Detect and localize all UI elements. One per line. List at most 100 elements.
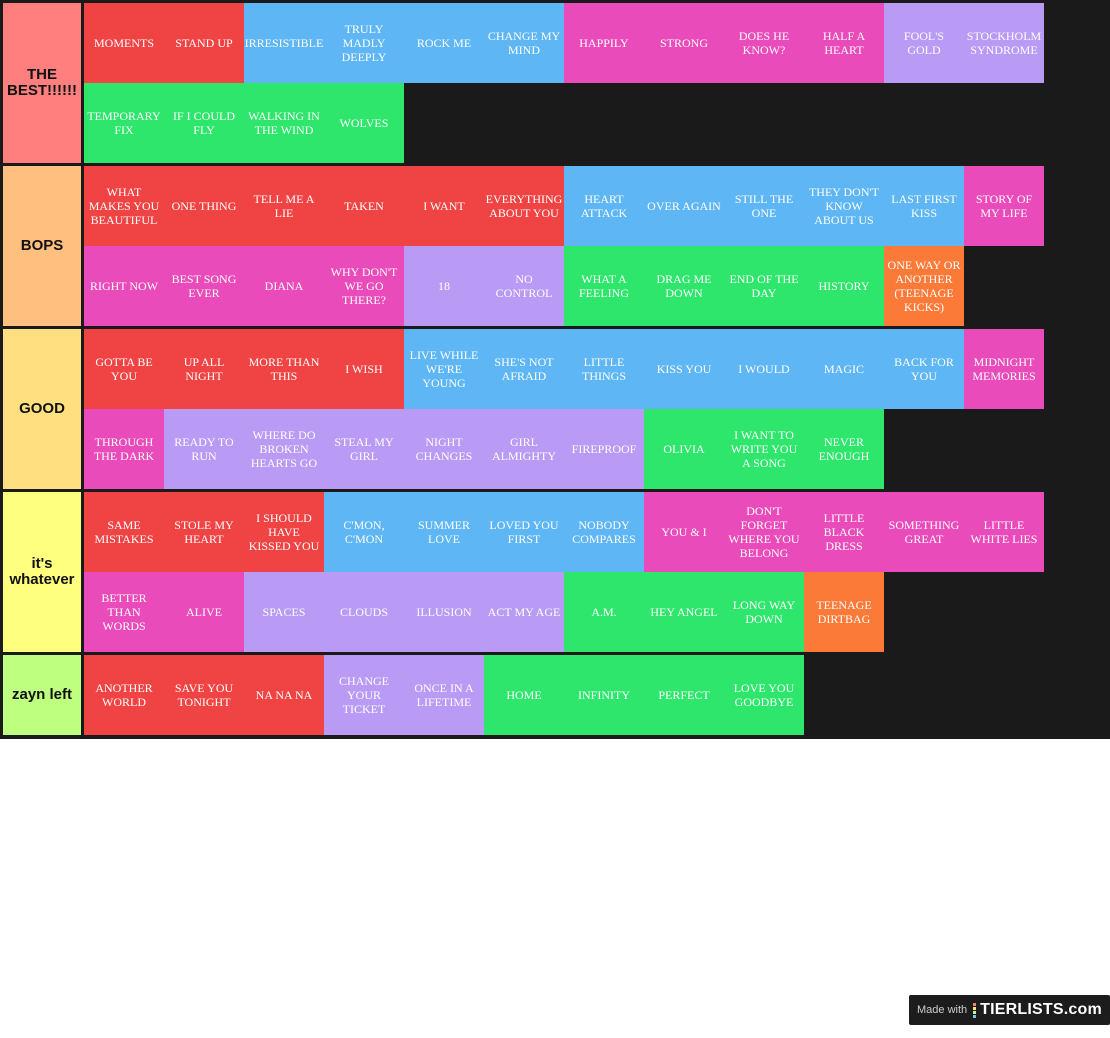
song-tile[interactable]: I WISH [324,329,404,409]
song-tile[interactable]: HEY ANGEL [644,572,724,652]
song-tile[interactable]: MOMENTS [84,3,164,83]
song-tile[interactable]: NO CONTROL [484,246,564,326]
song-tile[interactable]: STORY OF MY LIFE [964,166,1044,246]
tier-items[interactable]: ANOTHER WORLD SAVE YOU TONIGHT NA NA NA CHA… [84,655,1107,735]
song-tile[interactable]: MAGIC [804,329,884,409]
song-tile[interactable]: WHAT A FEELING [564,246,644,326]
made-with-badge[interactable]: Made with TIERLISTS.com [909,995,1110,1025]
song-tile[interactable]: NA NA NA [244,655,324,735]
song-tile[interactable]: KISS YOU [644,329,724,409]
song-tile[interactable]: ALIVE [164,572,244,652]
song-tile[interactable]: PERFECT [644,655,724,735]
song-tile[interactable]: 18 [404,246,484,326]
song-tile[interactable]: SPACES [244,572,324,652]
song-tile[interactable]: SHE'S NOT AFRAID [484,329,564,409]
song-tile[interactable]: ACT MY AGE [484,572,564,652]
tier-label[interactable]: it's whatever [3,492,81,652]
song-tile[interactable]: ONE WAY OR ANOTHER (TEENAGE KICKS) [884,246,964,326]
song-tile[interactable]: BETTER THAN WORDS [84,572,164,652]
song-tile[interactable]: GOTTA BE YOU [84,329,164,409]
song-tile[interactable]: I WANT [404,166,484,246]
tier-items[interactable]: SAME MISTAKES STOLE MY HEART I SHOULD HAVE… [84,492,1107,652]
song-tile[interactable]: END OF THE DAY [724,246,804,326]
song-tile[interactable]: STRONG [644,3,724,83]
song-tile[interactable]: LITTLE THINGS [564,329,644,409]
song-tile[interactable]: NEVER ENOUGH [804,409,884,489]
song-tile[interactable]: LAST FIRST KISS [884,166,964,246]
tier-label[interactable]: THE BEST!!!!!! [3,3,81,163]
song-tile[interactable]: YOU & I [644,492,724,572]
tier-items[interactable]: WHAT MAKES YOU BEAUTIFUL ONE THING TELL ME… [84,166,1107,326]
song-tile[interactable]: LITTLE WHITE LIES [964,492,1044,572]
song-tile[interactable]: BEST SONG EVER [164,246,244,326]
song-tile[interactable]: ROCK ME [404,3,484,83]
song-tile[interactable]: WHAT MAKES YOU BEAUTIFUL [84,166,164,246]
tier-label[interactable]: GOOD [3,329,81,489]
song-tile[interactable]: DON'T FORGET WHERE YOU BELONG [724,492,804,572]
song-tile[interactable]: ANOTHER WORLD [84,655,164,735]
song-tile[interactable]: WHERE DO BROKEN HEARTS GO [244,409,324,489]
song-tile[interactable]: HOME [484,655,564,735]
song-tile[interactable]: LIVE WHILE WE'RE YOUNG [404,329,484,409]
song-tile[interactable]: IRRESISTIBLE [244,3,324,83]
song-tile[interactable]: SUMMER LOVE [404,492,484,572]
song-tile[interactable]: HEART ATTACK [564,166,644,246]
song-tile[interactable]: TEENAGE DIRTBAG [804,572,884,652]
tier-label[interactable]: BOPS [3,166,81,326]
song-tile[interactable]: THROUGH THE DARK [84,409,164,489]
song-tile[interactable]: INFINITY [564,655,644,735]
song-tile[interactable]: NOBODY COMPARES [564,492,644,572]
song-tile[interactable]: MORE THAN THIS [244,329,324,409]
song-tile[interactable]: LONG WAY DOWN [724,572,804,652]
song-tile[interactable]: DIANA [244,246,324,326]
song-tile[interactable]: OVER AGAIN [644,166,724,246]
song-tile[interactable]: READY TO RUN [164,409,244,489]
tier-items[interactable]: MOMENTS STAND UP IRRESISTIBLE TRULY MADLY D… [84,3,1107,163]
song-tile[interactable]: DRAG ME DOWN [644,246,724,326]
song-tile[interactable]: ONCE IN A LIFETIME [404,655,484,735]
song-tile[interactable]: I WANT TO WRITE YOU A SONG [724,409,804,489]
song-tile[interactable]: MIDNIGHT MEMORIES [964,329,1044,409]
song-tile[interactable]: ONE THING [164,166,244,246]
song-tile[interactable]: CHANGE YOUR TICKET [324,655,404,735]
song-tile[interactable]: BACK FOR YOU [884,329,964,409]
song-tile[interactable]: TAKEN [324,166,404,246]
song-tile[interactable]: WOLVES [324,83,404,163]
song-tile[interactable]: FIREPROOF [564,409,644,489]
song-tile[interactable]: DOES HE KNOW? [724,3,804,83]
song-tile[interactable]: IF I COULD FLY [164,83,244,163]
tier-label[interactable]: zayn left [3,655,81,735]
song-tile[interactable]: UP ALL NIGHT [164,329,244,409]
song-tile[interactable]: SOMETHING GREAT [884,492,964,572]
song-tile[interactable]: I WOULD [724,329,804,409]
song-tile[interactable]: THEY DON'T KNOW ABOUT US [804,166,884,246]
song-tile[interactable]: WHY DON'T WE GO THERE? [324,246,404,326]
song-tile[interactable]: STAND UP [164,3,244,83]
song-tile[interactable]: EVERYTHING ABOUT YOU [484,166,564,246]
song-tile[interactable]: RIGHT NOW [84,246,164,326]
song-tile[interactable]: A.M. [564,572,644,652]
song-tile[interactable]: WALKING IN THE WIND [244,83,324,163]
song-tile[interactable]: HISTORY [804,246,884,326]
song-tile[interactable]: STOCKHOLM SYNDROME [964,3,1044,83]
song-tile[interactable]: NIGHT CHANGES [404,409,484,489]
song-tile[interactable]: STEAL MY GIRL [324,409,404,489]
song-tile[interactable]: SAME MISTAKES [84,492,164,572]
song-tile[interactable]: LOVED YOU FIRST [484,492,564,572]
song-tile[interactable]: LOVE YOU GOODBYE [724,655,804,735]
song-tile[interactable]: GIRL ALMIGHTY [484,409,564,489]
song-tile[interactable]: HAPPILY [564,3,644,83]
song-tile[interactable]: HALF A HEART [804,3,884,83]
song-tile[interactable]: STILL THE ONE [724,166,804,246]
song-tile[interactable]: TRULY MADLY DEEPLY [324,3,404,83]
song-tile[interactable]: TEMPORARY FIX [84,83,164,163]
song-tile[interactable]: CLOUDS [324,572,404,652]
song-tile[interactable]: TELL ME A LIE [244,166,324,246]
song-tile[interactable]: I SHOULD HAVE KISSED YOU [244,492,324,572]
song-tile[interactable]: ILLUSION [404,572,484,652]
song-tile[interactable]: STOLE MY HEART [164,492,244,572]
song-tile[interactable]: LITTLE BLACK DRESS [804,492,884,572]
tier-items[interactable]: GOTTA BE YOU UP ALL NIGHT MORE THAN THIS I … [84,329,1107,489]
song-tile[interactable]: SAVE YOU TONIGHT [164,655,244,735]
song-tile[interactable]: FOOL'S GOLD [884,3,964,83]
